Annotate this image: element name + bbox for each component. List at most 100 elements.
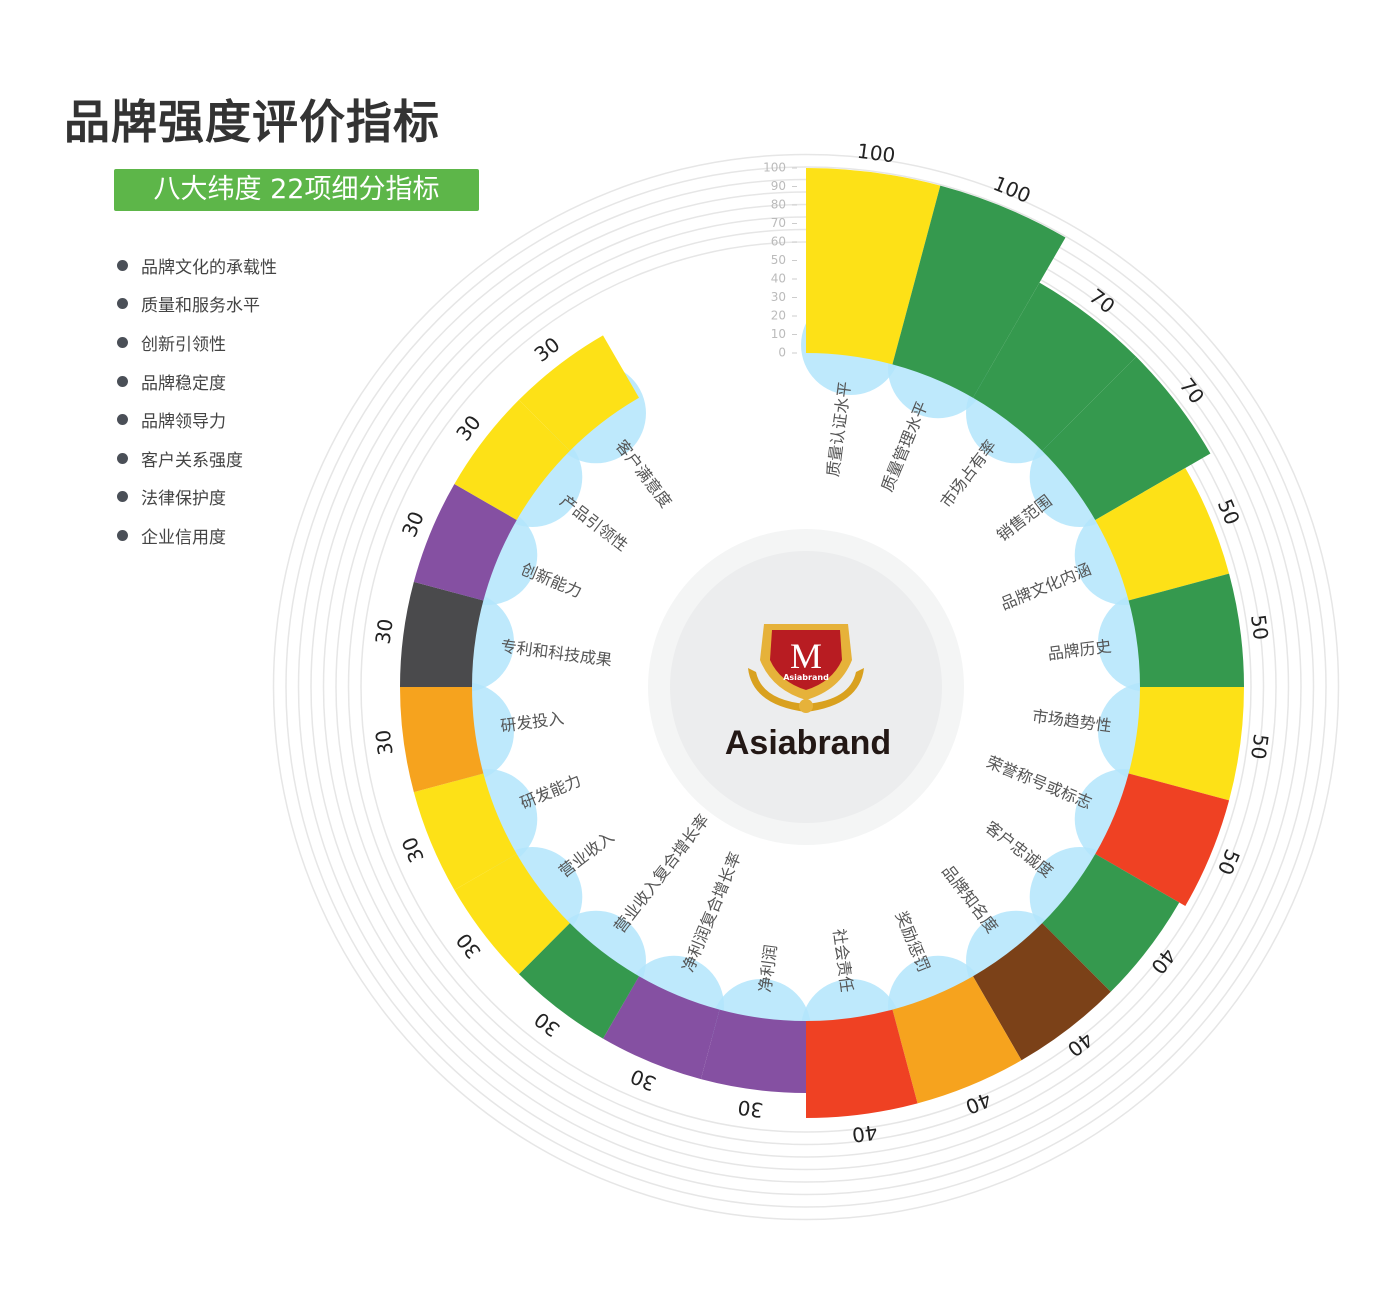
category-label: 营业收入复合增长率 bbox=[610, 811, 713, 937]
value-label: 30 bbox=[451, 929, 486, 964]
bar bbox=[973, 923, 1111, 1061]
logo-text: Asiabrand bbox=[725, 724, 891, 762]
bullet-icon bbox=[117, 529, 128, 541]
axis-tick-label: 20 bbox=[771, 309, 786, 323]
legend-label: 法律保护度 bbox=[141, 489, 226, 510]
category-label: 品牌文化内涵 bbox=[998, 559, 1094, 613]
legend-item: 创新引领性 bbox=[117, 323, 277, 362]
legend-label: 品牌领导力 bbox=[141, 412, 226, 433]
axis-tick-label: 90 bbox=[771, 179, 786, 193]
bullet-icon bbox=[117, 259, 128, 271]
bullet-icon bbox=[117, 375, 128, 387]
value-label: 50 bbox=[1213, 496, 1245, 529]
category-label: 质量认证水平 bbox=[823, 380, 854, 478]
category-label: 净利润复合增长率 bbox=[678, 849, 745, 975]
bar bbox=[1128, 573, 1244, 687]
axis-tick-label: 60 bbox=[771, 235, 786, 249]
axis-tick-label: 40 bbox=[771, 272, 786, 286]
bar bbox=[454, 399, 570, 520]
value-label: 40 bbox=[1063, 1027, 1098, 1062]
bar bbox=[1095, 773, 1230, 906]
category-label: 研发能力 bbox=[517, 771, 583, 813]
bar bbox=[892, 976, 1022, 1104]
radial-axis: 0 10 20 30 40 50 60 70 80 90 100 bbox=[763, 161, 797, 360]
legend-label: 创新引领性 bbox=[141, 334, 226, 355]
value-label: 100 bbox=[856, 139, 897, 168]
legend-label: 质量和服务水平 bbox=[141, 296, 260, 317]
category-label: 奖励惩罚 bbox=[892, 908, 934, 974]
value-label: 50 bbox=[1246, 733, 1273, 761]
axis-tick-label: 30 bbox=[771, 290, 786, 304]
value-label: 30 bbox=[530, 1007, 565, 1042]
category-label: 销售范围 bbox=[993, 491, 1055, 545]
bar bbox=[1042, 356, 1211, 520]
legend-item: 企业信用度 bbox=[117, 516, 277, 555]
axis-tick-label: 10 bbox=[771, 327, 786, 341]
category-label: 创新能力 bbox=[518, 559, 584, 601]
bar bbox=[518, 923, 639, 1039]
bullet-icon bbox=[117, 452, 128, 464]
bar bbox=[603, 976, 720, 1080]
bar bbox=[892, 185, 1066, 398]
bar bbox=[1128, 687, 1244, 801]
category-label: 客户忠诚度 bbox=[982, 817, 1057, 881]
category-label: 市场占有率 bbox=[936, 436, 1000, 511]
bar bbox=[1042, 854, 1180, 992]
bar bbox=[413, 484, 517, 601]
dimension-list: 品牌文化的承载性 质量和服务水平 创新引领性品牌稳定度品牌领导力客户关系强度 法律保护… bbox=[117, 246, 277, 555]
legend-item: 法律保护度 bbox=[117, 478, 277, 517]
axis-tick-label: 80 bbox=[771, 198, 786, 212]
bar bbox=[454, 854, 570, 975]
value-label: 50 bbox=[1213, 846, 1245, 879]
bullet-icon bbox=[117, 491, 128, 503]
legend-item: 品牌稳定度 bbox=[117, 362, 277, 401]
legend-label: 品牌稳定度 bbox=[141, 373, 226, 394]
legend-label: 客户关系强度 bbox=[141, 450, 243, 471]
background-ring bbox=[272, 153, 1340, 1221]
value-label: 30 bbox=[736, 1095, 764, 1122]
axis-tick-label: 100 bbox=[763, 161, 786, 175]
category-label: 品牌知名度 bbox=[938, 861, 1002, 936]
legend-label: 企业信用度 bbox=[141, 527, 226, 548]
subtitle-badge: 八大纬度 22项细分指标 bbox=[114, 169, 479, 211]
category-label: 市场趋势性 bbox=[1031, 706, 1113, 735]
value-label: 30 bbox=[371, 617, 398, 645]
category-label: 营业收入 bbox=[555, 827, 617, 881]
bullet-icon bbox=[117, 414, 128, 426]
logo-emblem-letter: M bbox=[790, 636, 822, 676]
background-ring bbox=[285, 166, 1327, 1208]
legend-item: 客户关系强度 bbox=[117, 439, 277, 478]
category-label: 荣誉称号或标志 bbox=[984, 752, 1095, 812]
bar bbox=[413, 773, 517, 890]
page-title: 品牌强度评价指标 bbox=[64, 95, 440, 149]
category-label: 产品引领性 bbox=[556, 491, 631, 555]
legend-item: 品牌文化的承载性 bbox=[117, 246, 277, 285]
bullet-icon bbox=[117, 336, 128, 348]
bar bbox=[806, 1009, 918, 1118]
legend-item: 品牌领导力 bbox=[117, 400, 277, 439]
legend-label: 品牌文化的承载性 bbox=[141, 257, 277, 278]
bar bbox=[806, 168, 941, 365]
bullet-icon bbox=[117, 298, 128, 310]
value-label: 40 bbox=[1146, 944, 1181, 979]
value-label: 30 bbox=[627, 1064, 660, 1096]
axis-tick-label: 0 bbox=[778, 346, 786, 360]
axis-tick-label: 50 bbox=[771, 253, 786, 267]
category-label: 专利和科技成果 bbox=[500, 636, 614, 669]
bar bbox=[973, 282, 1137, 451]
category-label: 客户满意度 bbox=[612, 436, 676, 511]
value-label: 30 bbox=[397, 833, 429, 866]
bar bbox=[700, 1009, 806, 1094]
axis-tick-label: 70 bbox=[771, 216, 786, 230]
value-label: 30 bbox=[397, 508, 429, 541]
bar bbox=[518, 335, 639, 451]
value-label: 40 bbox=[851, 1120, 879, 1147]
value-label: 30 bbox=[530, 332, 565, 367]
bar bbox=[400, 581, 484, 687]
logo-emblem-text: Asiabrand bbox=[783, 673, 829, 682]
value-label: 30 bbox=[371, 728, 398, 756]
bar bbox=[400, 687, 484, 793]
bar bbox=[1095, 468, 1230, 601]
